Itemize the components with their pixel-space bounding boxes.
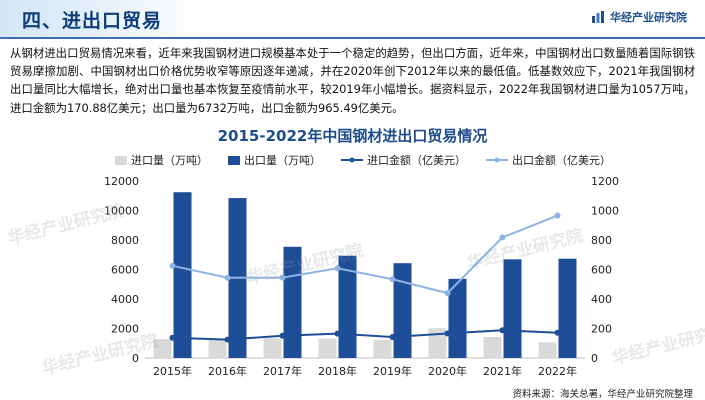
point-import-amount [279, 332, 286, 339]
y-right-tick-label: 800 [591, 234, 612, 247]
x-tick-label: 2021年 [483, 364, 522, 378]
point-import-amount [334, 330, 341, 337]
chart-legend: 进口量（万吨） 出口量（万吨） 进口金额（亿美元） 出口金额（亿美元） [115, 152, 631, 168]
y-right-tick-label: 1200 [591, 175, 619, 188]
brand-logo-icon [592, 11, 604, 23]
legend-export-volume: 出口量（万吨） [228, 152, 321, 168]
x-tick-label: 2020年 [428, 364, 467, 378]
legend-swatch-import-amount [341, 157, 363, 163]
y-left-tick-label: 0 [132, 352, 139, 365]
legend-label-export-volume: 出口量（万吨） [244, 154, 321, 167]
legend-label-export-amount: 出口金额（亿美元） [512, 154, 611, 167]
point-export-amount [169, 262, 176, 269]
intro-paragraph: 从钢材进出口贸易情况来看，近年来我国钢材进口规模基本处于一个稳定的趋势，但出口方… [10, 46, 695, 115]
y-left-tick-label: 10000 [104, 205, 139, 218]
x-tick-label: 2017年 [263, 364, 302, 378]
header-band [0, 0, 200, 38]
line-export-amount [172, 214, 558, 295]
bar-export-volume [558, 258, 577, 358]
point-export-amount [389, 276, 396, 283]
y-left-tick-label: 8000 [111, 234, 139, 247]
point-import-amount [169, 334, 176, 341]
point-export-amount [554, 212, 561, 219]
bar-import-volume [373, 339, 392, 358]
y-right-tick-label: 0 [591, 352, 598, 365]
x-tick-label: 2022年 [538, 364, 577, 378]
bar-import-volume [153, 339, 172, 358]
legend-swatch-export-amount [486, 157, 508, 163]
point-import-amount [499, 327, 506, 334]
point-import-amount [554, 329, 561, 336]
point-import-amount [444, 330, 451, 337]
legend-import-amount: 进口金额（亿美元） [341, 152, 466, 168]
y-left-tick-label: 6000 [111, 264, 139, 277]
x-tick-label: 2016年 [208, 364, 247, 378]
point-import-amount [224, 336, 231, 343]
section-title: 四、进出口贸易 [22, 10, 163, 32]
data-source-note: 资料来源：海关总署，华经产业研究院整理 [512, 389, 693, 400]
brand: 华经产业研究院 [591, 9, 687, 25]
point-export-amount [279, 274, 286, 281]
bar-import-volume [208, 338, 227, 358]
legend-swatch-import-volume [115, 155, 127, 165]
bar-export-volume [393, 263, 412, 358]
header: 四、进出口贸易 华经产业研究院 [0, 0, 705, 39]
point-export-amount [334, 265, 341, 272]
header-divider [0, 37, 705, 39]
bar-import-volume [428, 328, 447, 358]
legend-label-import-volume: 进口量（万吨） [131, 154, 208, 167]
bar-import-volume [318, 338, 337, 358]
point-export-amount [224, 274, 231, 281]
y-left-tick-label: 4000 [111, 293, 139, 306]
line-import-amount [172, 329, 558, 341]
bar-import-volume [263, 338, 282, 358]
y-left-tick-label: 2000 [111, 323, 139, 336]
bar-export-volume [448, 278, 467, 358]
chart-title: 2015-2022年中国钢材进出口贸易情况 [217, 127, 488, 145]
y-right-tick-label: 400 [591, 293, 612, 306]
point-export-amount [499, 234, 506, 241]
y-right-tick-label: 200 [591, 323, 612, 336]
legend-label-import-amount: 进口金额（亿美元） [367, 154, 466, 167]
legend-swatch-export-volume [228, 155, 240, 165]
x-tick-label: 2018年 [318, 364, 357, 378]
bar-import-volume [483, 336, 502, 358]
legend-import-volume: 进口量（万吨） [115, 152, 208, 168]
bar-import-volume [538, 342, 557, 358]
bar-export-volume [338, 255, 357, 358]
x-tick-label: 2019年 [373, 364, 412, 378]
y-left-tick-label: 12000 [104, 175, 139, 188]
y-right-tick-label: 600 [591, 264, 612, 277]
point-import-amount [389, 334, 396, 341]
bar-export-volume [503, 259, 522, 358]
brand-name: 华经产业研究院 [610, 11, 687, 24]
x-tick-label: 2015年 [153, 364, 192, 378]
legend-export-amount: 出口金额（亿美元） [486, 152, 611, 168]
point-export-amount [444, 290, 451, 297]
bar-export-volume [283, 246, 302, 358]
bar-export-volume [173, 192, 192, 358]
y-right-tick-label: 1000 [591, 205, 619, 218]
